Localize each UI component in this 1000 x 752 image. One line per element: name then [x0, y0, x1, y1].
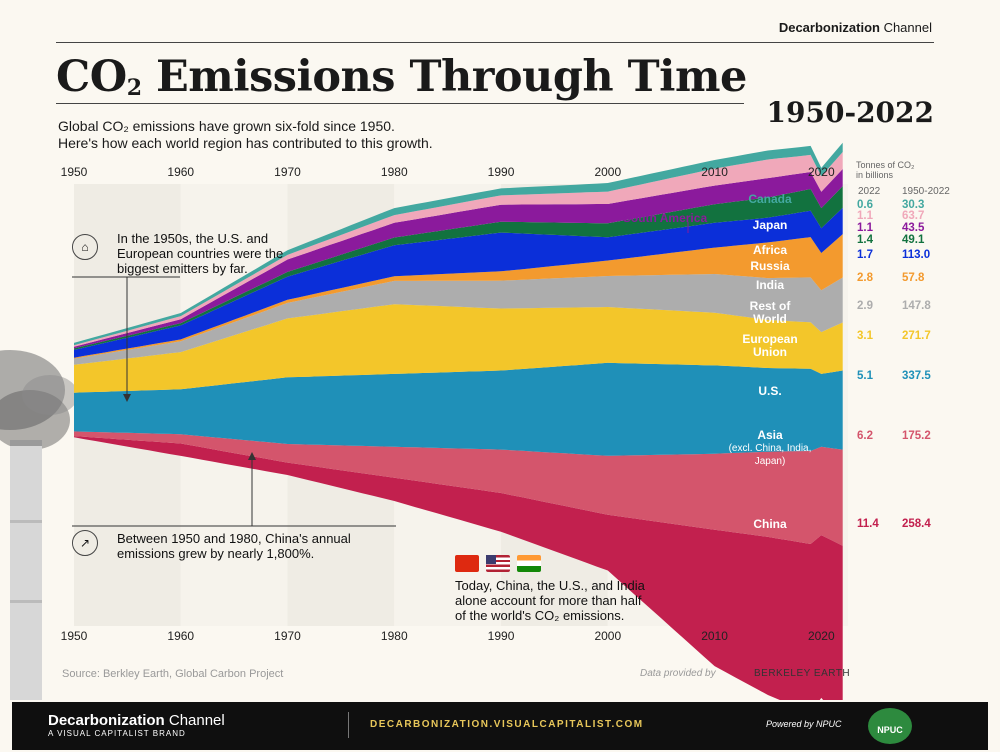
stream-asia	[74, 431, 843, 546]
india-flag-icon	[517, 555, 541, 572]
value-2022: 2.9	[857, 300, 873, 312]
x-tick-label: 2010	[701, 165, 728, 179]
series-label: Canada	[748, 192, 792, 206]
value-cumulative: 337.5	[902, 370, 931, 382]
stream-china	[74, 436, 843, 700]
series-label: U.S.	[758, 384, 782, 398]
annotation-1950s: In the 1950s, the U.S. and European count…	[117, 231, 284, 276]
value-cumulative: 147.8	[902, 300, 931, 312]
series-label: Asia (excl. China, India, Japan)	[728, 428, 812, 468]
value-2022: 6.2	[857, 430, 873, 442]
x-tick-label: 2010	[701, 629, 728, 643]
col-head-annual: 2022	[858, 186, 881, 197]
value-2022: 1.7	[857, 249, 873, 261]
title-years: 1950-2022	[766, 96, 934, 129]
x-tick-label: 1960	[167, 629, 194, 643]
series-label: European Union	[742, 332, 798, 359]
value-cumulative: 175.2	[902, 430, 931, 442]
annotation-china: Between 1950 and 1980, China's annual emi…	[117, 531, 351, 561]
brand-header: Decarbonization Channel	[778, 20, 932, 35]
stream-japan	[74, 169, 843, 349]
page-title: CO2 Emissions Through Time	[56, 52, 747, 102]
value-2022: 1.4	[857, 234, 873, 246]
footer-divider	[348, 712, 349, 738]
series-label: China	[753, 517, 787, 531]
factory-icon: ⌂	[72, 234, 98, 260]
title-rule	[56, 103, 744, 104]
series-label: India	[755, 278, 784, 292]
x-tick-label: 1990	[488, 165, 515, 179]
value-cumulative: 43.5	[902, 222, 925, 234]
series-label: Rest of World	[749, 299, 791, 326]
footer-brand: Decarbonization Channel	[48, 712, 225, 729]
annotation-arrowhead-1950s	[123, 394, 131, 402]
value-2022: 5.1	[857, 370, 873, 382]
annotation-today: Today, China, the U.S., and India alone a…	[455, 578, 645, 623]
footer-url-link[interactable]: DECARBONIZATION.VISUALCAPITALIST.COM	[370, 719, 644, 730]
x-tick-label: 2020	[808, 629, 835, 643]
x-tick-label: 1980	[381, 165, 408, 179]
chimney-illustration	[0, 350, 78, 700]
value-cumulative: 49.1	[902, 234, 925, 246]
footer-brand-sub: A VISUAL CAPITALIST BRAND	[48, 729, 186, 738]
annotation-arrowhead-china	[248, 452, 256, 460]
x-tick-label: 1990	[488, 629, 515, 643]
value-2022: 2.8	[857, 272, 873, 284]
x-tick-label: 2000	[594, 165, 621, 179]
stream-european-union	[74, 304, 843, 393]
value-cumulative: 258.4	[902, 518, 931, 530]
stream-u-s-	[74, 362, 843, 456]
data-provided-label: Data provided by	[640, 668, 716, 679]
streamgraph-chart: 1950 1950 1960 1960 1970 1970 1980 1980 1990 1990…	[0, 142, 843, 700]
x-tick-label: 1950	[61, 165, 88, 179]
x-tick-label: 1960	[167, 165, 194, 179]
x-tick-label: 2020	[808, 165, 835, 179]
stream-india	[74, 234, 843, 359]
x-tick-label: 2000	[594, 629, 621, 643]
stream-rest-of-world	[74, 274, 843, 365]
value-cumulative: 57.8	[902, 272, 925, 284]
value-cumulative: 113.0	[902, 249, 931, 261]
source-note: Source: Berkley Earth, Global Carbon Pro…	[62, 668, 284, 680]
x-tick-label: 1950	[61, 629, 88, 643]
china-flag-icon	[455, 555, 479, 572]
value-cumulative: 271.7	[902, 330, 931, 342]
npuc-logo: NPUC	[868, 708, 912, 744]
series-label: Africa	[752, 243, 787, 257]
growth-chart-icon: ↗	[72, 530, 98, 556]
x-tick-label: 1970	[274, 165, 301, 179]
footer-powered-by: Powered by NPUC	[766, 719, 842, 729]
col-head-cumulative: 1950-2022	[902, 186, 950, 197]
value-2022: 3.1	[857, 330, 873, 342]
stream-south-america	[74, 152, 843, 347]
series-label: Japan	[752, 218, 788, 232]
series-label: South America	[622, 211, 708, 225]
subtitle: Global CO₂ emissions have grown six-fold…	[58, 118, 433, 151]
units-note: Tonnes of CO₂ in billions	[856, 160, 915, 180]
top-rule	[56, 42, 934, 43]
stream-russia	[74, 207, 843, 358]
series-label: Russia	[750, 259, 790, 273]
value-cumulative: 30.3	[902, 199, 925, 211]
stream-africa	[74, 186, 843, 350]
value-cumulative: 63.7	[902, 210, 925, 222]
x-tick-label: 1980	[381, 629, 408, 643]
value-2022: 0.6	[857, 199, 873, 211]
us-flag-icon	[486, 555, 510, 572]
x-tick-label: 1970	[274, 629, 301, 643]
value-2022: 1.1	[857, 222, 873, 234]
value-2022: 11.4	[857, 518, 879, 530]
footer-bar	[12, 702, 988, 750]
berkeley-earth-logo: BERKELEY EARTH	[754, 668, 851, 679]
value-2022: 1.1	[857, 210, 873, 222]
